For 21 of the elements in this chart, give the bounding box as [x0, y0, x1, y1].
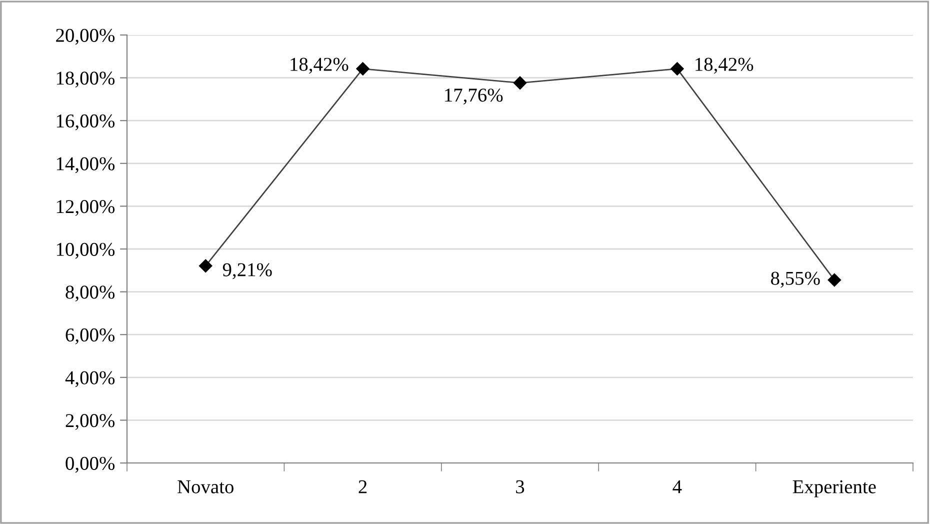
data-label: 18,42% [696, 58, 754, 74]
y-tick-label: 10,00% [56, 242, 115, 259]
y-tick-label: 16,00% [56, 114, 115, 130]
y-tick-label: 12,00% [56, 200, 115, 216]
x-tick-label: 4 [672, 480, 682, 494]
x-tick-label: 3 [516, 480, 524, 494]
y-tick-label: 18,00% [56, 72, 115, 88]
y-tick-label: 2,00% [66, 414, 115, 430]
y-tick-label: 14,00% [56, 157, 115, 174]
x-tick-label: 2 [358, 480, 367, 494]
data-label: 18,42% [290, 58, 348, 74]
y-tick-label: 0,00% [66, 456, 115, 473]
x-tick-label: Experiente [792, 480, 876, 498]
y-tick-label: 4,00% [65, 371, 115, 388]
data-label: 8,55% [771, 272, 820, 288]
data-label: 17,76% [445, 88, 503, 104]
x-tick-label: Novato [178, 480, 234, 494]
y-tick-label: 6,00% [66, 328, 115, 344]
data-label: 9,21% [222, 263, 272, 280]
y-tick-label: 20,00% [56, 28, 115, 45]
y-tick-label: 8,00% [66, 286, 115, 302]
